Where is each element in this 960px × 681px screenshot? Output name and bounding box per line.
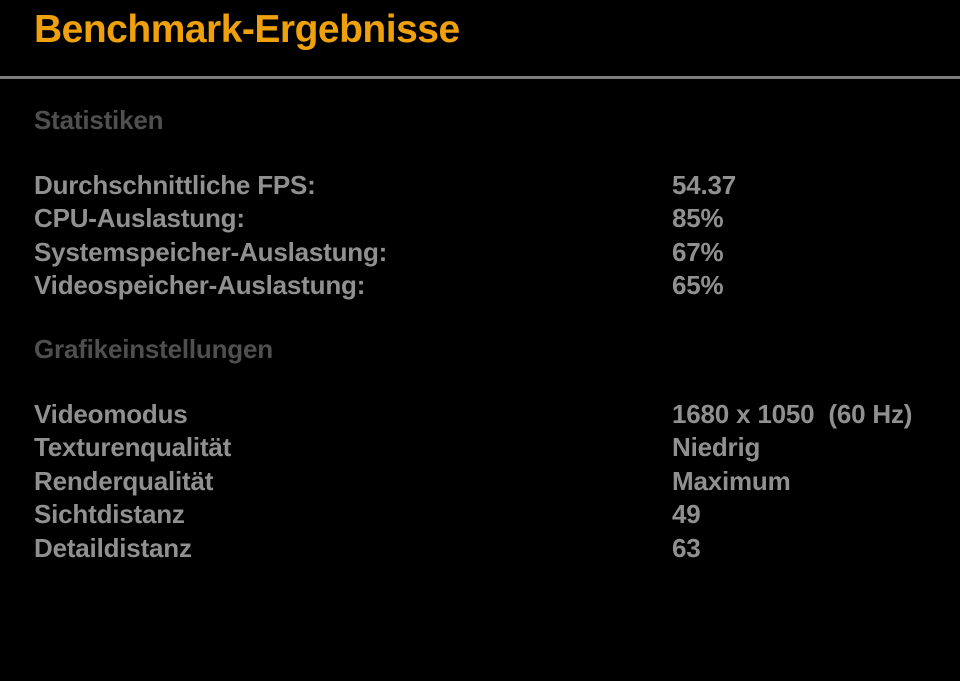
statistics-section-header: Statistiken bbox=[34, 105, 164, 135]
stat-value-cpu-usage: 85% bbox=[672, 203, 724, 233]
setting-value-texture-quality: Niedrig bbox=[672, 432, 761, 462]
stat-row-cpu-usage: CPU-Auslastung: 85% bbox=[34, 202, 960, 236]
graphics-settings-rows: Videomodus 1680 x 1050 (60 Hz) Texturenq… bbox=[34, 398, 960, 566]
setting-row-texture-quality: Texturenqualität Niedrig bbox=[34, 431, 960, 465]
section-statistics: Statistiken Durchschnittliche FPS: 54.37… bbox=[34, 104, 960, 303]
stat-label-average-fps: Durchschnittliche FPS: bbox=[34, 169, 316, 200]
stat-row-video-memory-usage: Videospeicher-Auslastung: 65% bbox=[34, 269, 960, 303]
stat-value-average-fps: 54.37 bbox=[672, 169, 737, 200]
setting-value-detail-distance: 63 bbox=[672, 532, 701, 563]
graphics-section-header: Grafikeinstellungen bbox=[34, 334, 273, 364]
setting-row-detail-distance: Detaildistanz 63 bbox=[34, 532, 960, 566]
stat-label-system-memory-usage: Systemspeicher-Auslastung: bbox=[34, 236, 388, 267]
setting-label-view-distance: Sichtdistanz bbox=[34, 499, 185, 529]
setting-value-render-quality: Maximum bbox=[672, 465, 791, 496]
page-title: Benchmark-Ergebnisse bbox=[34, 8, 460, 51]
stat-value-video-memory-usage: 65% bbox=[672, 270, 724, 300]
stat-label-cpu-usage: CPU-Auslastung: bbox=[34, 203, 245, 233]
stat-value-system-memory-usage: 67% bbox=[672, 236, 724, 267]
statistics-rows: Durchschnittliche FPS: 54.37 CPU-Auslast… bbox=[34, 169, 960, 303]
setting-label-detail-distance: Detaildistanz bbox=[34, 532, 192, 563]
section-graphics-settings: Grafikeinstellungen Videomodus 1680 x 10… bbox=[34, 333, 960, 565]
setting-label-video-mode: Videomodus bbox=[34, 398, 188, 429]
setting-row-view-distance: Sichtdistanz 49 bbox=[34, 498, 960, 532]
setting-value-video-mode: 1680 x 1050 (60 Hz) bbox=[672, 398, 913, 429]
stat-row-average-fps: Durchschnittliche FPS: 54.37 bbox=[34, 169, 960, 203]
setting-row-render-quality: Renderqualität Maximum bbox=[34, 465, 960, 499]
stat-row-system-memory-usage: Systemspeicher-Auslastung: 67% bbox=[34, 236, 960, 270]
setting-label-texture-quality: Texturenqualität bbox=[34, 432, 232, 462]
setting-row-video-mode: Videomodus 1680 x 1050 (60 Hz) bbox=[34, 398, 960, 432]
setting-label-render-quality: Renderqualität bbox=[34, 465, 214, 496]
setting-value-view-distance: 49 bbox=[672, 499, 701, 529]
title-divider bbox=[0, 76, 960, 79]
stat-label-video-memory-usage: Videospeicher-Auslastung: bbox=[34, 270, 366, 300]
